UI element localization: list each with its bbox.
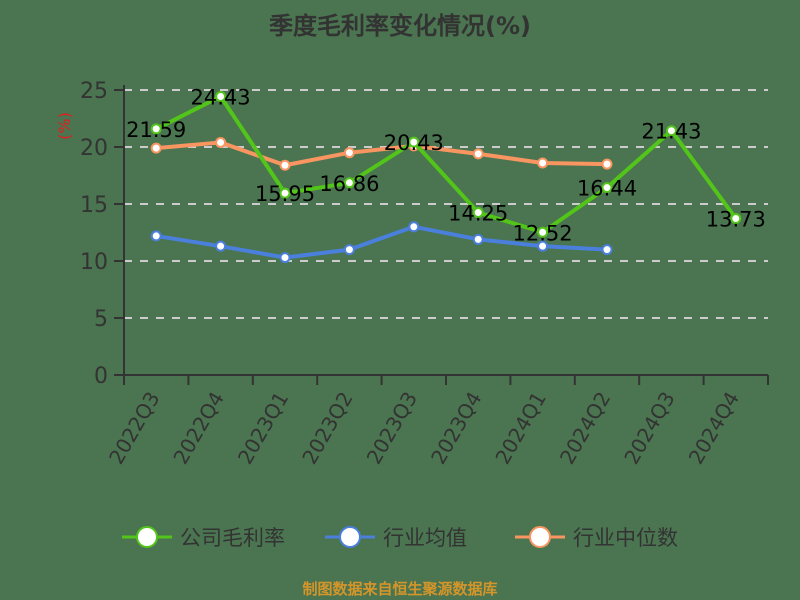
data-point bbox=[601, 182, 613, 194]
y-tick-label: 25 bbox=[80, 79, 108, 104]
series-line bbox=[156, 140, 608, 168]
series-line bbox=[155, 94, 738, 235]
data-point bbox=[343, 147, 355, 159]
data-label: 14.25 bbox=[448, 202, 508, 226]
data-label: 16.86 bbox=[319, 172, 379, 196]
data-point bbox=[343, 177, 355, 189]
data-point bbox=[150, 123, 162, 135]
y-axis-label: (%) bbox=[55, 112, 74, 140]
series-line bbox=[155, 224, 608, 260]
data-point bbox=[472, 207, 484, 219]
chart-title: 季度毛利率变化情况(%) bbox=[269, 12, 531, 40]
x-tick-label: 2022Q3 bbox=[104, 388, 164, 469]
data-point bbox=[537, 240, 549, 252]
x-tick-label: 2024Q2 bbox=[555, 388, 615, 469]
x-tick-label: 2024Q4 bbox=[684, 388, 744, 469]
legend-marker bbox=[136, 526, 158, 548]
data-point bbox=[215, 90, 227, 102]
data-label: 16.44 bbox=[577, 177, 637, 201]
data-point bbox=[215, 136, 227, 148]
data-point bbox=[730, 212, 742, 224]
data-point bbox=[408, 136, 420, 148]
data-point bbox=[537, 226, 549, 238]
data-label: 24.43 bbox=[191, 85, 251, 109]
legend-label[interactable]: 行业均值 bbox=[383, 526, 467, 550]
x-tick-label: 2024Q3 bbox=[619, 388, 679, 469]
y-tick-label: 20 bbox=[80, 136, 108, 161]
series-lines bbox=[150, 90, 742, 264]
data-point bbox=[150, 230, 162, 242]
legend-label[interactable]: 公司毛利率 bbox=[180, 526, 285, 550]
x-tick-label: 2024Q1 bbox=[490, 388, 550, 469]
x-tick-label: 2022Q4 bbox=[168, 388, 228, 469]
data-point bbox=[408, 221, 420, 233]
data-point bbox=[537, 157, 549, 169]
data-point bbox=[279, 187, 291, 199]
data-label: 13.73 bbox=[706, 207, 766, 231]
data-point bbox=[665, 125, 677, 137]
data-point bbox=[601, 244, 613, 256]
data-label: 21.59 bbox=[126, 118, 186, 142]
source-footer: 制图数据来自恒生聚源数据库 bbox=[302, 580, 498, 598]
legend: 公司毛利率 行业均值 行业中位数 bbox=[122, 526, 678, 550]
x-tick-label: 2023Q2 bbox=[297, 388, 357, 469]
data-point bbox=[601, 158, 613, 170]
y-tick-label: 5 bbox=[94, 307, 108, 332]
y-tick-label: 10 bbox=[80, 250, 108, 275]
data-label: 20.43 bbox=[384, 131, 444, 155]
data-point bbox=[279, 159, 291, 171]
data-point bbox=[343, 244, 355, 256]
legend-marker bbox=[529, 526, 551, 548]
gridlines bbox=[124, 89, 768, 319]
data-label: 12.52 bbox=[513, 221, 573, 245]
x-tick-label: 2023Q3 bbox=[362, 388, 422, 469]
data-label: 21.43 bbox=[641, 120, 701, 144]
data-point bbox=[150, 142, 162, 154]
x-tick-label: 2023Q4 bbox=[426, 388, 486, 469]
data-point bbox=[215, 240, 227, 252]
y-tick-label: 0 bbox=[94, 364, 108, 389]
data-point bbox=[279, 252, 291, 264]
data-point bbox=[472, 233, 484, 245]
x-tick-label: 2023Q1 bbox=[233, 388, 293, 469]
legend-label[interactable]: 行业中位数 bbox=[573, 526, 678, 550]
y-tick-label: 15 bbox=[80, 193, 108, 218]
data-label: 15.95 bbox=[255, 182, 315, 206]
data-point bbox=[472, 148, 484, 160]
legend-marker bbox=[339, 526, 361, 548]
